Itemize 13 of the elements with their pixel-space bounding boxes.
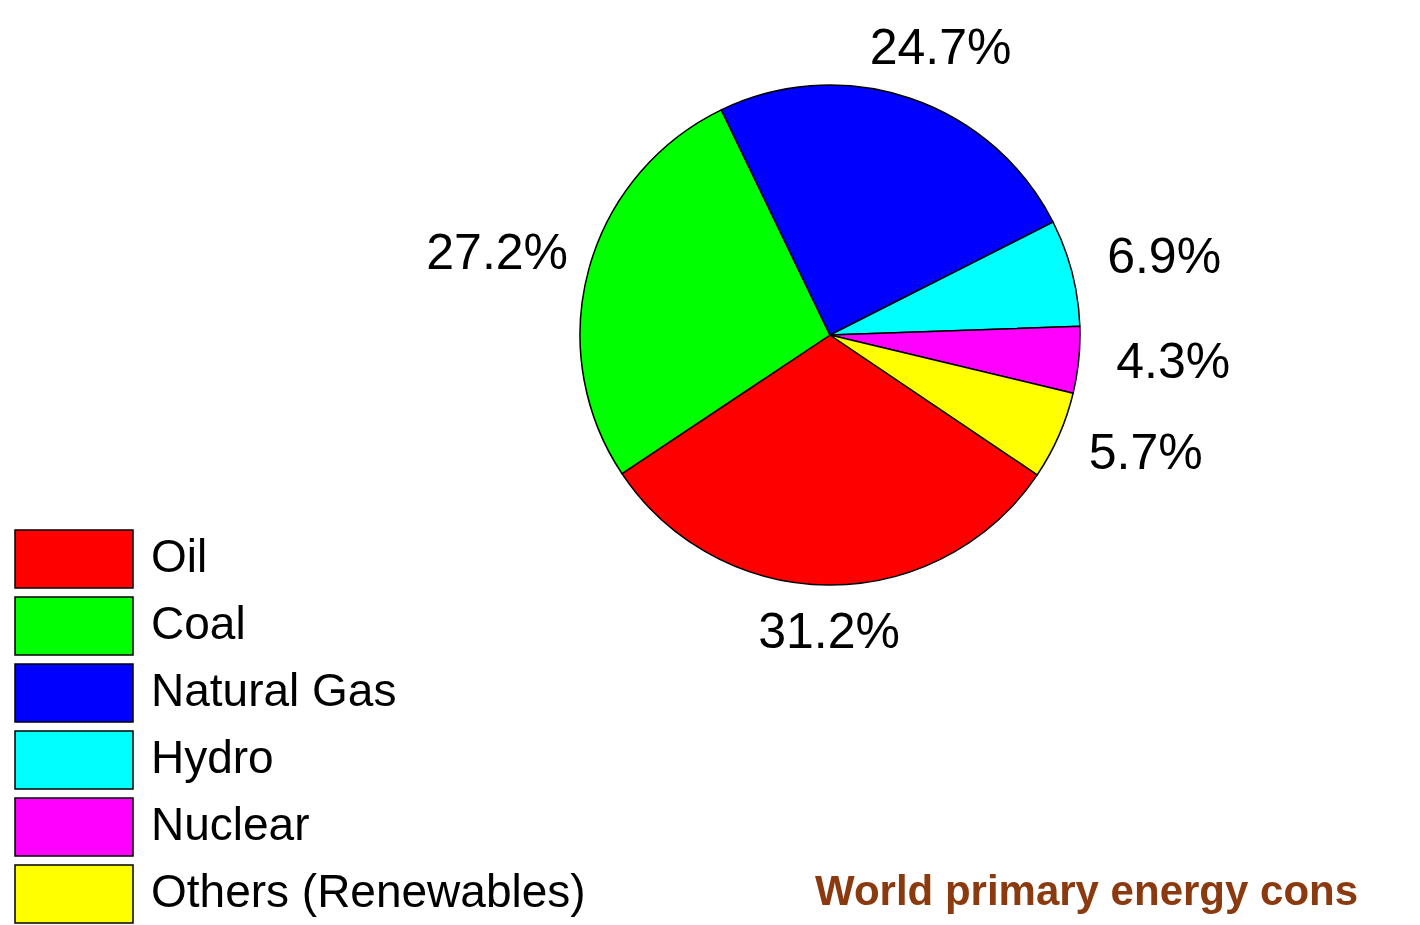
legend-label: Coal — [151, 597, 246, 650]
data-label: 4.3% — [1116, 333, 1231, 390]
data-label: 6.9% — [1107, 228, 1222, 285]
legend-label: Hydro — [151, 731, 274, 784]
data-label: 31.2% — [758, 603, 900, 660]
legend-label: Nuclear — [151, 798, 310, 851]
legend-label: Natural Gas — [151, 664, 397, 717]
data-label: 24.7% — [869, 19, 1012, 76]
data-label: 27.2% — [426, 224, 569, 281]
data-label: 5.7% — [1088, 423, 1203, 480]
legend-label: Oil — [151, 530, 208, 583]
legend-label: Others (Renewables) — [151, 865, 586, 918]
text: World primary energy cons — [815, 867, 1359, 914]
